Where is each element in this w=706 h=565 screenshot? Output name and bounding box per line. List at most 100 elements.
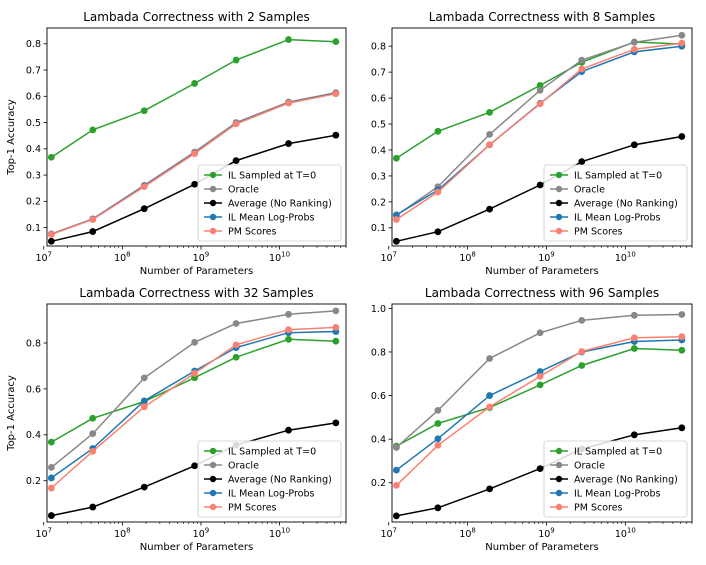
legend-swatch-marker <box>555 475 563 483</box>
series-line-1 <box>51 338 336 443</box>
legend-label: Oracle <box>228 184 259 195</box>
x-tick-label: 107 <box>35 527 52 541</box>
data-point <box>578 65 586 73</box>
data-point <box>678 346 686 354</box>
data-point <box>89 447 97 455</box>
data-point <box>47 237 55 245</box>
legend-label: IL Mean Log-Probs <box>228 212 315 223</box>
data-point <box>630 345 638 352</box>
legend-swatch-marker <box>209 447 217 455</box>
data-point <box>536 465 544 472</box>
data-point <box>434 406 442 414</box>
data-point <box>47 484 55 492</box>
data-point <box>630 334 638 342</box>
y-tick-label: 0.8 <box>26 338 41 349</box>
chart-title: Lambada Correctness with 8 Samples <box>429 10 656 24</box>
legend-box <box>543 164 688 242</box>
data-point <box>285 335 292 343</box>
data-point <box>578 348 586 355</box>
data-point <box>332 131 340 139</box>
chart-title: Lambada Correctness with 32 Samples <box>79 286 313 300</box>
y-tick-label: 0.6 <box>371 391 386 402</box>
plot-frame <box>391 27 693 247</box>
legend-swatch-marker <box>555 461 563 469</box>
y-tick-label: 0.2 <box>371 478 386 489</box>
data-point <box>630 141 638 149</box>
legend-box <box>543 440 688 518</box>
data-point <box>392 444 400 451</box>
x-tick-label: 108 <box>114 251 131 265</box>
data-point <box>434 127 442 135</box>
legend-swatch-marker <box>555 213 563 221</box>
y-tick-label: 0.8 <box>26 39 41 50</box>
x-tick-label: 109 <box>193 527 210 541</box>
data-point <box>536 329 544 337</box>
data-point <box>332 419 340 427</box>
data-point <box>232 320 240 327</box>
data-point <box>486 131 493 138</box>
y-tick-label: 0.4 <box>371 435 386 446</box>
data-point <box>536 181 544 189</box>
legend-label: IL Sampled at T=0 <box>228 170 316 181</box>
y-tick-label: 0.2 <box>26 476 41 487</box>
legend-swatch-marker <box>209 475 217 483</box>
legend-label: Oracle <box>228 460 259 471</box>
legend-swatch-marker <box>555 185 563 193</box>
legend-swatch-marker <box>209 171 217 179</box>
x-tick-label: 109 <box>193 251 210 265</box>
data-point <box>191 338 199 346</box>
data-point <box>536 381 544 389</box>
data-point <box>434 420 442 427</box>
legend-swatch-marker <box>555 447 563 455</box>
y-tick-label: 0.5 <box>26 118 41 129</box>
y-tick-label: 0.6 <box>26 92 41 103</box>
legend-label: PM Scores <box>574 502 623 513</box>
legend-swatch-marker <box>209 185 217 193</box>
series-line-1 <box>396 347 682 447</box>
data-point <box>392 466 400 474</box>
data-point <box>140 483 148 491</box>
chart-panel-1: Lambada Correctness with 2 Samples Number… <box>6 10 347 277</box>
y-tick-label: 0.6 <box>26 384 41 395</box>
legend-label: IL Mean Log-Probs <box>228 488 315 499</box>
legend-label: PM Scores <box>228 502 277 513</box>
legend-swatch-marker <box>209 199 217 207</box>
y-tick-label: 0.1 <box>26 223 41 234</box>
x-axis-label: Number of Parameters <box>485 266 598 277</box>
data-point <box>486 355 493 362</box>
data-point <box>232 157 240 165</box>
data-point <box>392 211 400 219</box>
x-tick-label: 108 <box>114 527 131 541</box>
x-tick-label: 108 <box>459 251 476 265</box>
data-point <box>140 397 148 405</box>
legend-label: PM Scores <box>574 226 623 237</box>
data-point <box>285 310 292 318</box>
x-tick-label: 1010 <box>269 251 290 265</box>
x-tick-label: 107 <box>35 251 52 265</box>
y-tick-label: 1.0 <box>371 304 386 315</box>
legend-swatch-marker <box>209 227 217 235</box>
legend-swatch-marker <box>555 171 563 179</box>
x-axis-label: Number of Parameters <box>485 542 598 553</box>
data-point <box>678 424 686 432</box>
data-point <box>678 133 686 140</box>
legend-label: IL Sampled at T=0 <box>228 446 316 457</box>
data-point <box>47 463 55 471</box>
data-point <box>191 462 199 470</box>
data-point <box>191 150 199 157</box>
data-point <box>434 228 442 236</box>
legend-box <box>197 440 342 518</box>
data-point <box>332 38 340 46</box>
data-point <box>47 153 55 161</box>
legend-label: PM Scores <box>228 226 277 237</box>
data-point <box>89 503 97 511</box>
data-point <box>578 316 586 324</box>
data-point <box>89 216 97 223</box>
data-point <box>332 337 340 345</box>
data-point <box>678 333 686 341</box>
data-point <box>486 403 493 411</box>
data-point <box>232 353 240 361</box>
y-tick-label: 0.2 <box>371 197 386 208</box>
data-point <box>392 512 400 520</box>
